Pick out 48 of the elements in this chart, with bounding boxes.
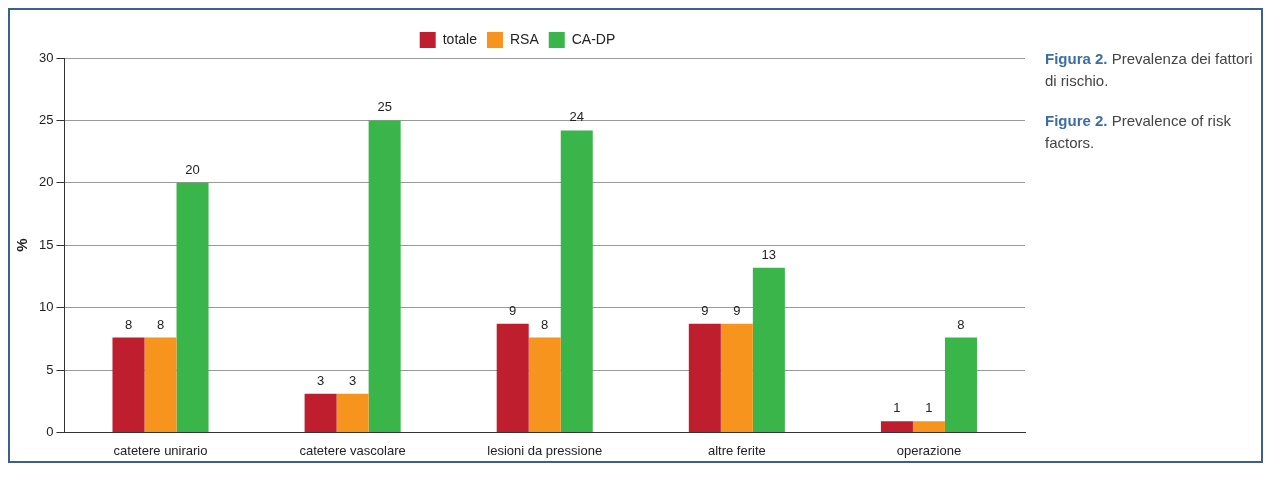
data-label: 1	[893, 400, 901, 416]
text: Figure 2. Prevalence of risk factors.	[1045, 112, 1231, 151]
bar	[336, 393, 369, 432]
bar	[944, 337, 977, 432]
data-label: 8	[541, 316, 549, 332]
text: Figura 2. Prevalenza dei fattori di rischio.	[1045, 50, 1253, 89]
bar	[112, 337, 145, 432]
bar	[912, 421, 945, 432]
y-tick-label: 15	[38, 236, 54, 252]
data-label: 8	[124, 316, 133, 332]
bar	[496, 323, 529, 432]
bar	[560, 130, 593, 432]
bar	[368, 120, 401, 432]
x-tick-label: lesioni da pressione	[487, 442, 603, 458]
data-label: 20	[185, 161, 200, 177]
y-tick-label: 25	[38, 111, 54, 127]
bar	[304, 393, 337, 432]
bar	[528, 337, 561, 432]
bar	[752, 267, 785, 432]
x-tick-label: catetere unirario	[113, 442, 208, 458]
y-tick-label: 0	[46, 423, 54, 439]
data-label: 3	[349, 372, 357, 388]
bar	[720, 323, 753, 432]
data-label: 3	[316, 372, 325, 388]
data-label: 9	[509, 302, 517, 318]
data-label: 13	[761, 246, 777, 262]
x-tick-label: operazione	[896, 442, 962, 458]
legend-label: CA-DP	[571, 30, 616, 47]
data-label: 24	[569, 109, 584, 125]
y-tick-label: 30	[38, 49, 54, 65]
data-label: 25	[377, 99, 392, 115]
y-axis-title: %	[13, 238, 31, 252]
y-tick-label: 20	[38, 174, 54, 190]
legend-label: totale	[442, 30, 478, 47]
bar	[688, 323, 721, 432]
x-tick-label: catetere vascolare	[299, 442, 406, 458]
data-label: 8	[156, 316, 165, 332]
bar	[144, 337, 177, 432]
y-tick-label: 10	[38, 299, 54, 315]
y-tick-label: 5	[46, 361, 54, 377]
x-tick-label: altre ferite	[707, 442, 766, 458]
data-label: 9	[701, 302, 709, 318]
bar	[880, 421, 913, 432]
data-label: 1	[925, 400, 933, 416]
bar	[176, 182, 209, 432]
legend-label: RSA	[509, 30, 540, 47]
data-label: 8	[957, 316, 965, 332]
data-label: 9	[733, 302, 741, 318]
